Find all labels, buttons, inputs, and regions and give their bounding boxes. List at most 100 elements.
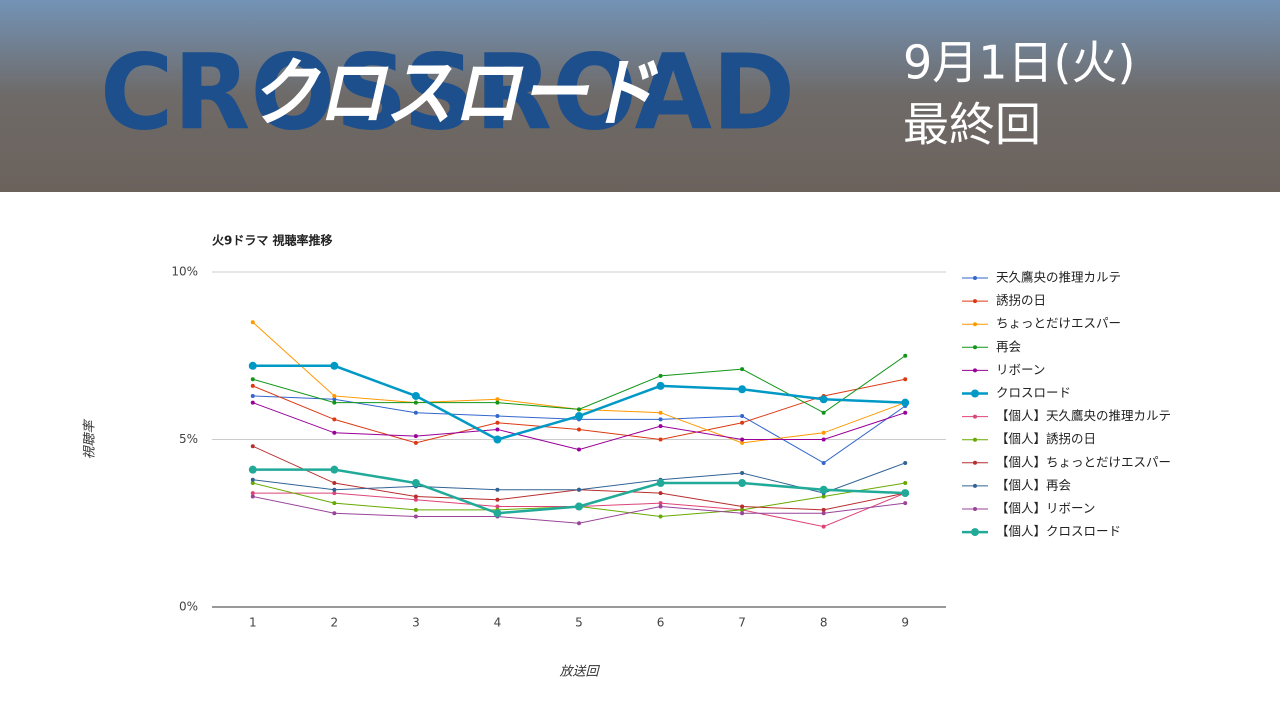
point bbox=[413, 440, 418, 445]
date: 9月1日(火) bbox=[903, 36, 1135, 90]
x-tick-label: 6 bbox=[657, 616, 665, 630]
point bbox=[575, 412, 583, 421]
point bbox=[901, 398, 910, 407]
point bbox=[332, 501, 337, 506]
point bbox=[332, 400, 337, 405]
point bbox=[821, 460, 826, 465]
point bbox=[740, 504, 745, 509]
point bbox=[658, 504, 663, 509]
series-line bbox=[252, 355, 906, 414]
legend-label: 【個人】天久鷹央の推理カルテ bbox=[996, 408, 1171, 423]
point bbox=[411, 479, 420, 488]
legend-label: クロスロード bbox=[996, 385, 1071, 400]
point bbox=[332, 481, 337, 486]
point bbox=[903, 460, 908, 465]
point bbox=[740, 437, 745, 442]
legend-marker bbox=[973, 322, 977, 327]
x-tick-label: 1 bbox=[249, 616, 257, 630]
point bbox=[411, 391, 420, 400]
point bbox=[658, 417, 663, 422]
point bbox=[250, 444, 255, 449]
point bbox=[658, 491, 663, 496]
point bbox=[250, 477, 255, 482]
x-tick-label: 4 bbox=[494, 616, 502, 630]
point bbox=[332, 397, 337, 402]
point bbox=[658, 410, 663, 415]
point bbox=[332, 487, 337, 492]
point bbox=[413, 514, 418, 519]
series-line bbox=[252, 445, 906, 511]
point bbox=[740, 471, 745, 475]
point bbox=[330, 361, 339, 370]
subtitle: 最終回 bbox=[903, 98, 1041, 152]
legend-label: ちょっとだけエスパー bbox=[996, 316, 1121, 331]
legend-marker bbox=[971, 389, 979, 398]
header-bg bbox=[0, 0, 1280, 192]
point bbox=[821, 524, 826, 529]
point bbox=[903, 501, 908, 506]
point bbox=[413, 507, 418, 512]
legend-label: 【個人】リボーン bbox=[996, 501, 1095, 516]
y-tick-label: 5% bbox=[179, 432, 198, 446]
point bbox=[575, 502, 583, 511]
point bbox=[413, 497, 418, 502]
point bbox=[495, 397, 500, 402]
point bbox=[495, 400, 500, 405]
point bbox=[656, 381, 665, 390]
point bbox=[250, 393, 255, 398]
point bbox=[658, 437, 663, 442]
point bbox=[821, 511, 826, 516]
legend-label: リボーン bbox=[996, 362, 1045, 377]
legend-label: 【個人】クロスロード bbox=[996, 524, 1121, 539]
x-tick-label: 2 bbox=[331, 616, 339, 630]
point bbox=[738, 479, 747, 488]
point bbox=[740, 511, 745, 516]
legend-marker bbox=[973, 460, 977, 465]
point bbox=[332, 491, 337, 496]
point bbox=[413, 400, 418, 405]
legend-label: 誘拐の日 bbox=[996, 293, 1046, 308]
point bbox=[658, 501, 663, 506]
y-tick-label: 0% bbox=[179, 600, 198, 614]
x-tick-label: 5 bbox=[575, 616, 583, 630]
legend-marker bbox=[973, 414, 977, 419]
point bbox=[332, 430, 337, 435]
legend-marker bbox=[973, 507, 977, 511]
point bbox=[821, 507, 826, 512]
point bbox=[332, 511, 337, 516]
logo-bg: CROSSROAD bbox=[100, 31, 795, 153]
point bbox=[577, 407, 581, 412]
point bbox=[821, 430, 826, 435]
point bbox=[901, 489, 910, 498]
point bbox=[250, 481, 255, 486]
legend-marker bbox=[971, 528, 979, 537]
legend-marker bbox=[973, 437, 977, 442]
y-axis-label: 視聴率 bbox=[82, 419, 98, 460]
point bbox=[493, 435, 502, 444]
point bbox=[577, 447, 581, 452]
point bbox=[658, 514, 663, 519]
point bbox=[903, 353, 908, 358]
point bbox=[250, 491, 255, 496]
point bbox=[332, 417, 337, 422]
point bbox=[250, 494, 255, 499]
point bbox=[821, 494, 826, 499]
point bbox=[250, 377, 255, 382]
legend-marker bbox=[973, 299, 977, 304]
point bbox=[903, 410, 908, 415]
legend-label: 【個人】ちょっとだけエスパー bbox=[996, 454, 1171, 469]
point bbox=[740, 440, 745, 445]
point bbox=[903, 377, 908, 382]
x-axis-label: 放送回 bbox=[559, 665, 600, 680]
point bbox=[821, 437, 826, 442]
point bbox=[738, 385, 747, 394]
y-tick-label: 10% bbox=[171, 265, 198, 279]
legend-marker bbox=[973, 345, 977, 350]
legend-marker bbox=[973, 276, 977, 280]
x-tick-label: 8 bbox=[820, 616, 828, 630]
point bbox=[658, 373, 663, 378]
point bbox=[250, 383, 255, 388]
point bbox=[413, 494, 418, 499]
legend-marker bbox=[973, 483, 977, 488]
point bbox=[495, 420, 500, 425]
